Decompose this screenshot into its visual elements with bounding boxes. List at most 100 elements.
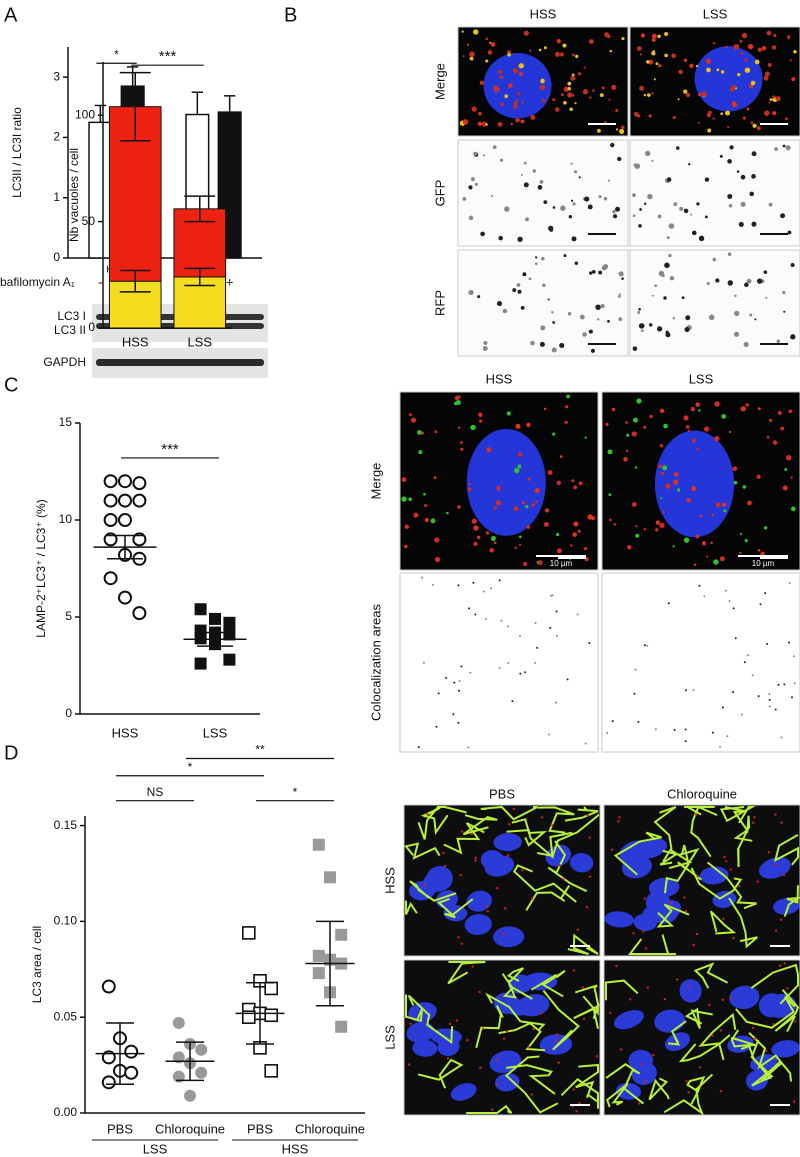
puncta: [567, 311, 572, 316]
puncta: [632, 932, 635, 935]
puncta: [609, 1011, 612, 1014]
puncta: [626, 433, 630, 437]
puncta: [404, 524, 409, 529]
puncta: [460, 665, 463, 668]
puncta: [673, 479, 679, 485]
puncta: [494, 90, 498, 94]
puncta: [458, 680, 461, 683]
puncta: [453, 681, 456, 684]
nucleus: [679, 979, 702, 1003]
point: [101, 1075, 116, 1090]
puncta: [534, 488, 540, 494]
puncta: [692, 943, 695, 947]
nucleus: [636, 838, 668, 859]
puncta: [469, 56, 474, 61]
puncta: [504, 206, 510, 212]
puncta: [685, 425, 690, 429]
y-tick-label: 0: [53, 250, 60, 264]
puncta: [741, 32, 748, 39]
puncta: [774, 147, 778, 151]
puncta: [526, 525, 531, 529]
puncta: [715, 278, 720, 283]
point: [264, 1064, 279, 1078]
significance-label: NS: [147, 785, 164, 799]
puncta: [496, 300, 503, 307]
junction: [560, 1078, 599, 1109]
micrograph: [457, 139, 629, 247]
puncta: [740, 174, 746, 180]
puncta: [468, 607, 471, 610]
puncta: [740, 201, 746, 207]
puncta: [542, 283, 546, 287]
puncta: [754, 318, 757, 321]
puncta: [750, 80, 756, 86]
puncta: [434, 556, 441, 563]
point: [184, 1089, 196, 1102]
puncta: [635, 525, 638, 528]
puncta: [460, 830, 464, 833]
puncta: [768, 705, 771, 708]
puncta: [738, 884, 741, 888]
junction: [420, 806, 449, 836]
puncta: [541, 256, 545, 261]
puncta: [684, 740, 687, 743]
puncta: [683, 89, 688, 94]
point: [103, 474, 118, 489]
x-tick-label: HSS: [112, 725, 139, 740]
puncta: [540, 78, 545, 84]
puncta: [636, 398, 642, 404]
puncta: [432, 583, 435, 586]
y-tick-label: 0.00: [54, 1105, 78, 1119]
puncta: [663, 997, 667, 1001]
puncta: [646, 60, 650, 64]
row-label: RFP: [432, 290, 447, 316]
puncta: [719, 556, 725, 562]
puncta: [744, 67, 751, 73]
puncta: [495, 500, 502, 506]
puncta: [457, 395, 461, 399]
puncta: [483, 340, 488, 345]
puncta: [423, 883, 426, 887]
puncta: [471, 518, 477, 524]
point: [194, 657, 207, 670]
puncta: [457, 505, 461, 509]
puncta: [774, 708, 777, 711]
nucleus: [493, 926, 525, 948]
puncta: [725, 860, 728, 863]
puncta: [533, 661, 536, 664]
puncta: [599, 93, 604, 98]
puncta: [708, 314, 715, 321]
puncta: [658, 63, 662, 68]
puncta: [623, 457, 628, 462]
puncta: [434, 430, 438, 434]
puncta: [619, 128, 625, 134]
puncta: [478, 112, 482, 116]
puncta: [435, 725, 438, 728]
puncta: [637, 310, 641, 314]
puncta: [656, 326, 663, 332]
puncta: [502, 1037, 506, 1040]
point: [195, 1066, 208, 1079]
puncta: [712, 117, 715, 120]
nucleus: [694, 46, 763, 112]
junction: [773, 834, 799, 866]
puncta: [577, 529, 581, 533]
puncta: [727, 280, 734, 286]
y-axis-label: LAMP-2⁺LC3⁺ / LC3⁺ (%): [34, 499, 48, 637]
puncta: [740, 52, 744, 55]
puncta: [794, 1020, 797, 1023]
point: [118, 493, 132, 508]
puncta: [749, 191, 754, 197]
junction: [724, 806, 751, 834]
puncta: [617, 156, 622, 162]
puncta: [654, 284, 658, 288]
puncta: [730, 86, 735, 92]
puncta: [571, 73, 575, 77]
puncta: [632, 214, 636, 218]
puncta: [763, 270, 768, 274]
puncta: [659, 522, 665, 528]
puncta: [485, 37, 489, 41]
puncta: [655, 520, 660, 525]
puncta: [757, 695, 760, 698]
puncta: [486, 905, 489, 908]
